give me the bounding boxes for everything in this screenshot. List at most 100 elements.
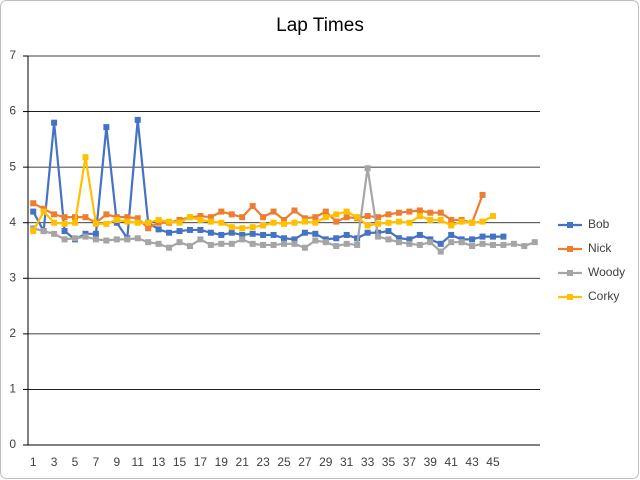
point-marker [489,213,496,220]
point-marker [124,214,131,221]
x-tick-label: 23 [256,455,270,469]
y-tick-label: 1 [9,382,16,396]
point-marker [51,230,58,237]
point-marker [103,220,110,227]
point-marker [61,220,68,227]
x-tick-label: 7 [93,455,100,469]
point-marker [103,211,110,218]
legend-marker [567,222,573,228]
point-marker [249,203,256,210]
point-marker [416,241,423,248]
point-marker [395,239,402,246]
point-marker [270,241,277,248]
point-marker [448,216,455,223]
chart-title: Lap Times [276,15,364,36]
point-marker [228,240,235,247]
point-marker [291,240,298,247]
legend-label: Woody [588,265,625,279]
point-marker [260,222,267,229]
point-marker [312,230,319,237]
point-marker [500,233,507,240]
legend-marker [567,294,573,300]
point-marker [207,241,214,248]
point-marker [489,233,496,240]
point-marker [291,236,298,243]
x-tick-label: 19 [215,455,229,469]
x-tick-label: 15 [173,455,187,469]
point-marker [427,216,434,223]
point-marker [322,239,329,246]
x-tick-label: 11 [131,455,144,469]
point-marker [249,224,256,231]
point-marker [176,228,183,235]
point-marker [134,219,141,226]
y-tick-label: 3 [9,270,16,284]
point-marker [301,215,308,222]
point-marker [30,228,37,235]
x-tick-label: 41 [445,455,459,469]
point-marker [207,229,214,236]
point-marker [333,218,340,225]
point-marker [521,243,528,250]
x-tick-label: 17 [194,455,208,469]
point-marker [145,239,152,246]
point-marker [197,213,204,220]
point-marker [416,207,423,214]
point-marker [531,239,538,246]
point-marker [479,240,486,247]
x-tick-label: 39 [424,455,438,469]
point-marker [228,211,235,218]
point-marker [479,233,486,240]
point-marker [166,244,173,251]
point-marker [186,214,193,221]
point-marker [343,240,350,247]
point-marker [176,219,183,226]
point-marker [249,240,256,247]
x-tick-label: 35 [382,455,396,469]
point-marker [155,240,162,247]
point-marker [312,219,319,226]
point-marker [364,165,371,172]
point-marker [375,214,382,221]
point-marker [72,235,79,242]
point-marker [500,241,507,248]
point-marker [228,229,235,236]
point-marker [155,226,162,233]
point-marker [469,243,476,250]
point-marker [260,241,267,248]
point-marker [260,231,267,238]
point-marker [406,240,413,247]
x-tick-label: 29 [319,455,333,469]
point-marker [406,208,413,215]
point-marker [448,222,455,229]
point-marker [364,229,371,236]
point-marker [364,222,371,229]
point-marker [92,220,99,227]
series-line [32,119,504,246]
point-marker [385,236,392,243]
x-tick-label: 5 [72,455,79,469]
x-tick-label: 43 [465,455,479,469]
point-marker [30,200,37,207]
point-marker [270,219,277,226]
point-marker [82,154,89,161]
point-marker [479,218,486,225]
point-marker [354,214,361,221]
x-tick-label: 9 [113,455,120,469]
point-marker [406,236,413,243]
point-marker [385,219,392,226]
point-marker [218,240,225,247]
point-marker [155,216,162,223]
point-marker [406,219,413,226]
legend-label: Bob [588,217,610,231]
point-marker [469,236,476,243]
y-tick-label: 6 [9,104,16,118]
point-marker [228,224,235,231]
x-tick-label: 1 [30,455,37,469]
point-marker [281,240,287,247]
point-marker [239,225,246,232]
point-marker [92,236,99,243]
point-marker [448,239,455,246]
point-marker [92,230,99,237]
